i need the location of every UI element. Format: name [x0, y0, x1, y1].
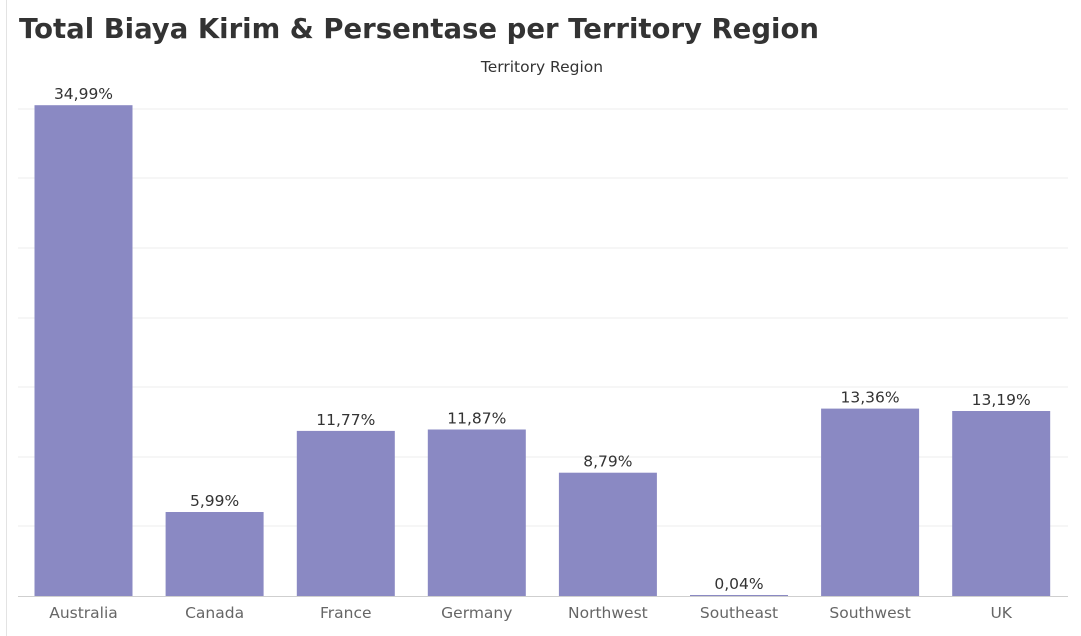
bar-southwest[interactable]	[821, 408, 920, 596]
x-tick-label-southwest: Southwest	[829, 604, 910, 622]
bar-value-label-uk: 13,19%	[972, 391, 1031, 409]
x-tick-label-germany: Germany	[441, 604, 512, 622]
bars	[34, 105, 1051, 597]
bar-value-label-australia: 34,99%	[54, 85, 113, 103]
x-tick-label-uk: UK	[990, 604, 1012, 622]
left-border-rule	[6, 0, 7, 636]
bar-southeast[interactable]	[690, 595, 788, 596]
bar-value-labels: 34,99% 5,99% 11,77% 11,87% 8,79% 0,04% 13,36% 1…	[54, 85, 1031, 593]
bar-uk[interactable]	[952, 411, 1051, 596]
x-tick-label-southeast: Southeast	[700, 604, 778, 622]
x-tick-label-france: France	[320, 604, 372, 622]
chart-title: Total Biaya Kirim & Persentase per Terri…	[19, 13, 819, 45]
x-tick-label-northwest: Northwest	[568, 604, 648, 622]
bar-value-label-southwest: 13,36%	[841, 389, 900, 407]
bar-france[interactable]	[296, 430, 395, 596]
column-header-label: Territory Region	[480, 58, 604, 76]
bar-value-label-canada: 5,99%	[190, 492, 239, 510]
bar-value-label-northwest: 8,79%	[583, 453, 632, 471]
bar-germany[interactable]	[427, 429, 526, 597]
x-tick-label-canada: Canada	[185, 604, 244, 622]
x-tick-label-australia: Australia	[49, 604, 118, 622]
bar-canada[interactable]	[165, 512, 264, 596]
bar-northwest[interactable]	[558, 472, 657, 596]
bar-australia[interactable]	[34, 105, 133, 596]
bar-value-label-france: 11,77%	[316, 411, 375, 429]
bar-value-label-southeast: 0,04%	[714, 575, 763, 593]
x-axis-tick-labels: Australia Canada France Germany Northwest Sou…	[49, 604, 1013, 622]
bar-value-label-germany: 11,87%	[447, 410, 506, 428]
